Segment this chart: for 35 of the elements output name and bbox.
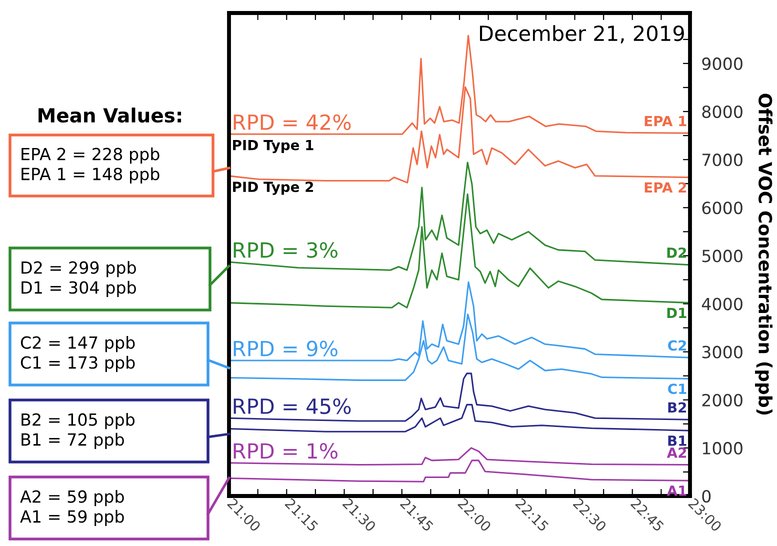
annotation: RPD = 9% [234,340,338,356]
text: EPA 2 = 228 ppb EPA 1 = 148 ppb [22,147,160,184]
series-label: A1 [666,486,686,496]
y-tick-label: 3000 [702,346,742,358]
annotation: RPD = 42% [234,114,351,130]
series-label: A2 [666,447,686,458]
y-tick-label: 7000 [702,154,742,166]
series-label: C1 [668,384,686,394]
text: B2 = 105 ppb B1 = 72 ppb [22,412,135,450]
text: D2 = 299 ppb D1 = 304 ppb [22,260,136,298]
text: Mean Values: [38,108,182,123]
series-label: EPA 2 [644,182,686,193]
y-tick-label: 5000 [702,250,742,262]
line-series [229,372,690,422]
text: December 21, 2019 [480,25,684,44]
y-axis-title: Offset VOC Concentration (ppb) [755,94,772,415]
y-tick-label: 9000 [702,57,742,70]
y-tick-label: 4000 [702,298,742,310]
y-tick-label: 6000 [702,202,742,214]
y-tick-label: 8000 [702,105,742,118]
series-label: EPA 1 [644,116,686,126]
annotation: RPD = 3% [234,242,338,258]
y-tick-label: 2000 [702,394,742,406]
annotation: PID Type 1 [233,140,314,154]
series-label: B1 [668,436,686,446]
series-label: D2 [667,247,686,258]
annotation: PID Type 2 [233,182,314,195]
series-label: C2 [668,340,686,351]
annotation: RPD = 1% [234,443,338,459]
annotation: RPD = 45% [234,398,351,414]
text: C2 = 147 ppb C1 = 173 ppb [20,336,135,372]
series-label: D1 [667,308,686,318]
series-label: B2 [668,402,686,413]
text: A2 = 59 ppb A1 = 59 ppb [20,490,124,526]
y-tick-label: 1000 [702,442,742,455]
